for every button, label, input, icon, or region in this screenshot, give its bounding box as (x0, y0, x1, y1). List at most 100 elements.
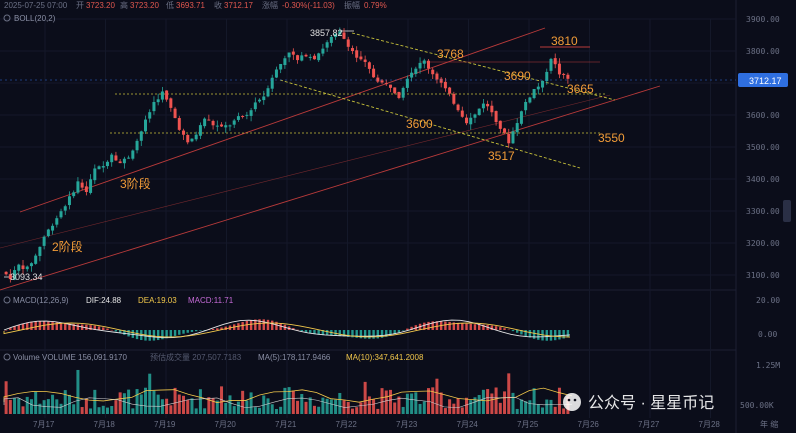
candle-body (388, 84, 392, 88)
candle-body (511, 131, 515, 144)
volume-bar (51, 394, 55, 414)
volume-bar (414, 392, 418, 414)
candle-body (13, 270, 17, 280)
macd-bar (266, 319, 270, 330)
volume-bar (279, 406, 283, 414)
volume-bar (236, 401, 240, 414)
candle-body (384, 83, 388, 85)
candle-body (372, 68, 376, 78)
candle-body (279, 63, 283, 70)
volume-bar (190, 398, 194, 414)
x-tick-label: 7月17 (33, 420, 55, 429)
volume-bar (152, 390, 156, 414)
high-marker-label: 3857.82 (310, 28, 343, 38)
corner-label[interactable]: 年 缩 (760, 419, 778, 429)
candle-body (473, 114, 477, 118)
macd-bar (165, 330, 168, 339)
macd-bar (271, 320, 274, 330)
macd-bar (389, 330, 392, 336)
macd-bar (64, 323, 67, 330)
macd-bar (47, 321, 50, 330)
candle-body (89, 179, 93, 193)
volume-bar (553, 406, 557, 414)
volume-settings-icon[interactable] (3, 353, 11, 361)
volume-bar (241, 390, 245, 414)
volume-bar (266, 398, 270, 414)
volume-bar (72, 404, 76, 414)
macd-bar (393, 330, 396, 335)
y-tick-label: 3400.00 (746, 175, 780, 184)
channel-inner-line (0, 94, 611, 249)
header-amp-label: 振幅 (344, 0, 360, 10)
volume-bar (549, 399, 553, 414)
wechat-icon-eye-right (573, 398, 577, 402)
candle-body (144, 119, 147, 132)
header-date: 2025-07-25 07:00 (4, 1, 68, 10)
macd-bar (385, 330, 388, 337)
panel-collapse-handle[interactable] (783, 200, 791, 222)
header-high: 3723.20 (130, 1, 159, 10)
macd-bar (156, 330, 160, 341)
volume-bar (384, 390, 388, 414)
volume-bar (135, 389, 139, 414)
candle-body (494, 111, 498, 123)
volume-bar (541, 407, 545, 414)
candle-body (93, 168, 97, 181)
level-3550-label: 3550 (598, 131, 625, 145)
candle-body (42, 236, 46, 246)
volume-bar (317, 406, 321, 414)
macd-bar (258, 319, 261, 330)
candle-body (380, 80, 384, 83)
macd-bar (469, 323, 472, 330)
candle-body (34, 255, 38, 264)
candle-body (363, 59, 367, 62)
volume-bar (359, 402, 363, 414)
macd-bar (300, 330, 303, 332)
candle-body (498, 120, 502, 129)
macd-dea-line (3, 322, 571, 338)
x-tick-label: 7月19 (154, 420, 176, 429)
volume-bar (557, 387, 561, 414)
macd-bar (554, 330, 557, 341)
candle-body (439, 78, 443, 83)
volume-bar (418, 403, 422, 414)
candle-body (393, 87, 397, 94)
macd-bar (473, 324, 477, 330)
volume-bar (338, 392, 342, 414)
volume-bar (350, 408, 354, 414)
header-change-label: 涨幅 (262, 0, 278, 10)
boll-settings-icon[interactable] (3, 14, 11, 22)
y-tick-label: 3500.00 (746, 143, 780, 152)
candle-body (186, 134, 190, 143)
volume-bar (63, 390, 67, 414)
candle-body (270, 77, 274, 89)
macd-bar (410, 326, 413, 330)
candle-body (110, 154, 114, 163)
x-tick-label: 7月26 (578, 420, 600, 429)
volume-bar (536, 404, 540, 414)
candle-body (84, 186, 88, 192)
macd-bar (558, 330, 561, 340)
volume-value: VOLUME 156,091.9170 (42, 353, 127, 362)
boll-label: BOLL(20,2) (14, 14, 56, 23)
candle-body (156, 99, 160, 103)
candle-body (452, 93, 456, 104)
macd-bar (477, 324, 481, 330)
macd-bar (423, 322, 426, 330)
macd-settings-icon[interactable] (3, 296, 11, 304)
volume-bar (21, 406, 25, 414)
candle-body (177, 118, 181, 130)
macd-bar (216, 328, 219, 330)
macd-bar (380, 330, 384, 338)
candle-body (460, 110, 464, 117)
volume-bar (105, 407, 109, 414)
volume-bar (76, 369, 80, 414)
macd-bar (296, 329, 299, 331)
candle-body (346, 39, 350, 47)
volume-bar (89, 408, 93, 414)
candle-body (135, 140, 139, 151)
candle-body (532, 88, 536, 99)
macd-bar (38, 321, 42, 330)
